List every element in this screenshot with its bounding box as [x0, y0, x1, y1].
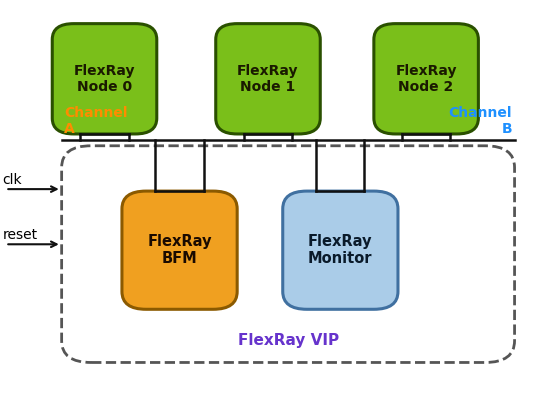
FancyBboxPatch shape	[122, 191, 237, 309]
Text: FlexRay
Node 0: FlexRay Node 0	[74, 64, 135, 94]
Text: FlexRay VIP: FlexRay VIP	[237, 333, 339, 348]
FancyBboxPatch shape	[283, 191, 398, 309]
FancyBboxPatch shape	[215, 24, 320, 134]
Text: Channel
B: Channel B	[449, 106, 512, 136]
FancyBboxPatch shape	[53, 24, 157, 134]
FancyBboxPatch shape	[374, 24, 479, 134]
Text: reset: reset	[3, 228, 38, 242]
Text: FlexRay
Monitor: FlexRay Monitor	[308, 234, 373, 266]
Text: Channel
A: Channel A	[64, 106, 128, 136]
Text: FlexRay
Node 1: FlexRay Node 1	[237, 64, 299, 94]
Text: clk: clk	[3, 173, 23, 187]
Text: FlexRay
BFM: FlexRay BFM	[147, 234, 212, 266]
Text: FlexRay
Node 2: FlexRay Node 2	[396, 64, 457, 94]
